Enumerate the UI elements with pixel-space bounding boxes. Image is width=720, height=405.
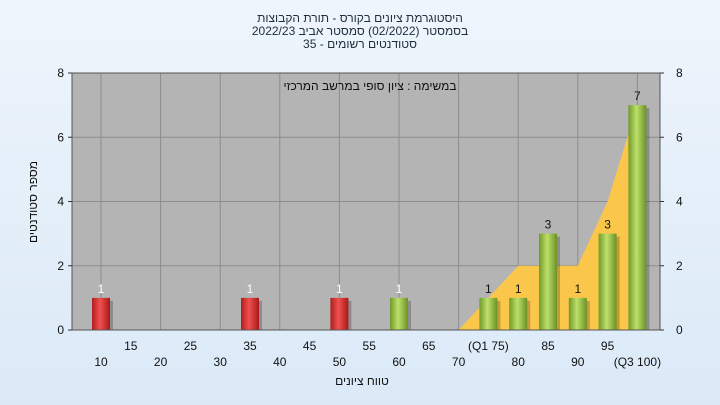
bar-85 — [539, 233, 557, 330]
bar-75 — [479, 297, 498, 330]
y-tick-left-2: 4 — [57, 195, 64, 209]
x-axis-title: טווח ציונים — [335, 374, 389, 388]
data-label-80: 1 — [515, 282, 522, 296]
x-tick-25: 25 — [184, 339, 198, 353]
bar-80 — [509, 297, 528, 330]
bars — [92, 105, 650, 330]
data-label-60: 1 — [396, 282, 403, 296]
title-line-1: היסטוגרמת ציונים בקורס - תורת הקבוצות — [257, 11, 463, 25]
bar-90 — [568, 297, 587, 330]
chart-title: היסטוגרמת ציונים בקורס - תורת הקבוצות בס… — [252, 11, 468, 51]
x-tick-40: 40 — [273, 355, 287, 369]
data-label-100: 7 — [634, 89, 641, 103]
x-tick-50: 50 — [333, 355, 347, 369]
quartile-area-shape — [458, 105, 638, 330]
y-axis-title: מספר סטודנטים — [26, 161, 40, 243]
x-tick-30: 30 — [214, 355, 228, 369]
bar-60 — [390, 297, 408, 330]
bar-35 — [241, 297, 259, 330]
data-label-75: 1 — [485, 282, 492, 296]
x-tick-85: 85 — [541, 339, 555, 353]
bar-10 — [92, 297, 110, 330]
x-tick-90: 90 — [571, 355, 585, 369]
x-tick-35: 35 — [243, 339, 257, 353]
y-axis-left: 0 2 4 6 8 — [57, 66, 72, 337]
x-tick-60: 60 — [392, 355, 406, 369]
x-tick-55: 55 — [363, 339, 377, 353]
y-tick-left-1: 2 — [57, 259, 64, 273]
bar-50 — [330, 297, 349, 330]
y-tick-right-1: 2 — [676, 259, 683, 273]
y-tick-right-4: 8 — [676, 66, 683, 80]
bar-95 — [598, 233, 617, 330]
x-tick-70: 70 — [452, 355, 466, 369]
quartile-area — [458, 105, 638, 330]
data-labels: 1 1 1 1 1 1 3 1 3 7 — [98, 89, 641, 296]
y-tick-left-3: 6 — [57, 130, 64, 144]
data-label-50: 1 — [336, 282, 343, 296]
x-tick-45: 45 — [303, 339, 317, 353]
y-tick-left-0: 0 — [57, 323, 64, 337]
data-label-95: 3 — [604, 218, 611, 232]
y-tick-left-4: 8 — [57, 66, 64, 80]
y-tick-right-3: 6 — [676, 130, 683, 144]
data-label-90: 1 — [574, 282, 581, 296]
bar-100 — [628, 105, 647, 330]
x-axis: 10 15 20 25 30 35 40 45 50 55 60 65 70(Q1 75)80 85 90 9… — [94, 339, 661, 369]
title-line-3: סטודנטים רשומים - 35 — [303, 37, 417, 51]
data-label-85: 3 — [545, 218, 552, 232]
y-axis-right: 0 2 4 6 8 — [660, 66, 683, 337]
x-tick-20: 20 — [154, 355, 168, 369]
title-line-2: בסמסטר (02/2022) סמסטר אביב 2022/23 — [252, 24, 468, 38]
plot-annotation: במשימה : ציון סופי במרשב המרכזי — [283, 79, 456, 93]
x-tick-10: 10 — [94, 355, 108, 369]
x-tick-100: (Q3 100) — [614, 355, 661, 369]
x-tick-95: 95 — [601, 339, 615, 353]
data-label-35: 1 — [247, 282, 254, 296]
x-tick-75: (Q1 75) — [468, 339, 509, 353]
y-tick-right-2: 4 — [676, 195, 683, 209]
x-tick-65: 65 — [422, 339, 436, 353]
y-tick-right-0: 0 — [676, 323, 683, 337]
data-label-10: 1 — [98, 282, 105, 296]
x-tick-80: 80 — [512, 355, 526, 369]
x-tick-15: 15 — [124, 339, 138, 353]
